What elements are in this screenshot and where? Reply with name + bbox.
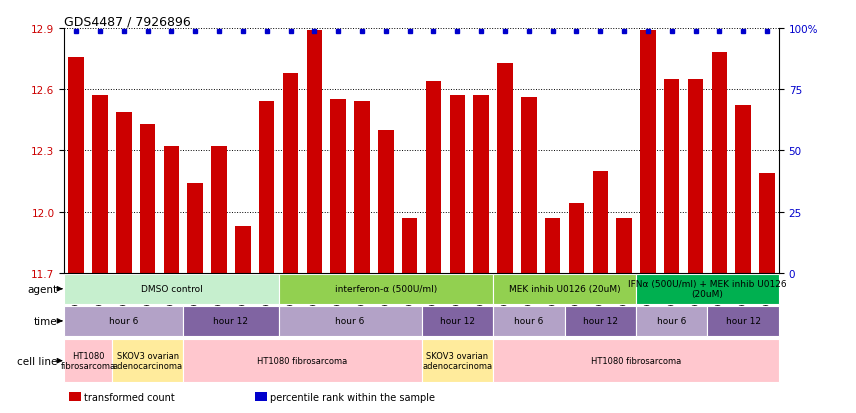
Text: hour 6: hour 6 — [336, 317, 365, 325]
Bar — [497, 64, 513, 273]
Text: HT1080 fibrosarcoma: HT1080 fibrosarcoma — [591, 356, 681, 365]
Bar — [64, 339, 112, 382]
Bar — [493, 306, 564, 336]
Bar — [421, 339, 493, 382]
Bar — [707, 306, 779, 336]
Bar — [636, 274, 779, 304]
Bar — [116, 112, 132, 273]
Bar — [425, 82, 441, 273]
Bar — [255, 392, 267, 401]
Bar — [664, 80, 680, 273]
Text: hour 6: hour 6 — [514, 317, 544, 325]
Bar — [735, 106, 751, 273]
Bar — [69, 392, 80, 401]
Bar — [68, 57, 84, 273]
Bar — [640, 31, 656, 273]
Bar — [636, 306, 707, 336]
Text: percentile rank within the sample: percentile rank within the sample — [270, 392, 436, 402]
Bar — [545, 218, 561, 273]
Bar — [592, 171, 608, 273]
Bar — [187, 183, 203, 273]
Text: IFNα (500U/ml) + MEK inhib U0126
(20uM): IFNα (500U/ml) + MEK inhib U0126 (20uM) — [628, 280, 787, 299]
Text: GDS4487 / 7926896: GDS4487 / 7926896 — [64, 16, 191, 29]
Bar — [282, 74, 298, 273]
Bar — [493, 339, 779, 382]
Text: agent: agent — [27, 284, 57, 294]
Bar — [64, 274, 278, 304]
Text: hour 6: hour 6 — [109, 317, 139, 325]
Bar — [402, 218, 418, 273]
Bar — [421, 306, 493, 336]
Bar — [306, 31, 322, 273]
Text: cell line: cell line — [16, 356, 57, 366]
Text: SKOV3 ovarian
adenocarcinoma: SKOV3 ovarian adenocarcinoma — [112, 351, 182, 370]
Bar — [259, 102, 275, 273]
Bar — [235, 226, 251, 273]
Bar — [449, 96, 465, 273]
Bar — [493, 274, 636, 304]
Bar — [278, 306, 421, 336]
Text: HT1080 fibrosarcoma: HT1080 fibrosarcoma — [258, 356, 348, 365]
Text: hour 12: hour 12 — [583, 317, 618, 325]
Bar — [183, 306, 278, 336]
Bar — [473, 96, 489, 273]
Bar — [616, 218, 632, 273]
Text: hour 12: hour 12 — [440, 317, 475, 325]
Bar — [92, 96, 108, 273]
Bar — [521, 98, 537, 273]
Bar — [163, 147, 179, 273]
Bar — [278, 274, 493, 304]
Text: HT1080
fibrosarcoma: HT1080 fibrosarcoma — [61, 351, 116, 370]
Text: SKOV3 ovarian
adenocarcinoma: SKOV3 ovarian adenocarcinoma — [422, 351, 492, 370]
Text: time: time — [33, 316, 57, 326]
Bar — [711, 53, 727, 273]
Text: MEK inhib U0126 (20uM): MEK inhib U0126 (20uM) — [508, 285, 621, 294]
Text: hour 12: hour 12 — [213, 317, 248, 325]
Text: hour 6: hour 6 — [657, 317, 687, 325]
Bar — [211, 147, 227, 273]
Bar — [330, 100, 346, 273]
Text: hour 12: hour 12 — [726, 317, 761, 325]
Text: transformed count: transformed count — [85, 392, 175, 402]
Bar — [565, 306, 636, 336]
Bar — [688, 80, 704, 273]
Bar — [378, 131, 394, 273]
Bar — [568, 204, 584, 273]
Bar — [64, 306, 183, 336]
Bar — [759, 173, 775, 273]
Text: DMSO control: DMSO control — [140, 285, 202, 294]
Text: interferon-α (500U/ml): interferon-α (500U/ml) — [335, 285, 437, 294]
Bar — [354, 102, 370, 273]
Bar — [112, 339, 183, 382]
Bar — [140, 125, 155, 273]
Bar — [183, 339, 421, 382]
